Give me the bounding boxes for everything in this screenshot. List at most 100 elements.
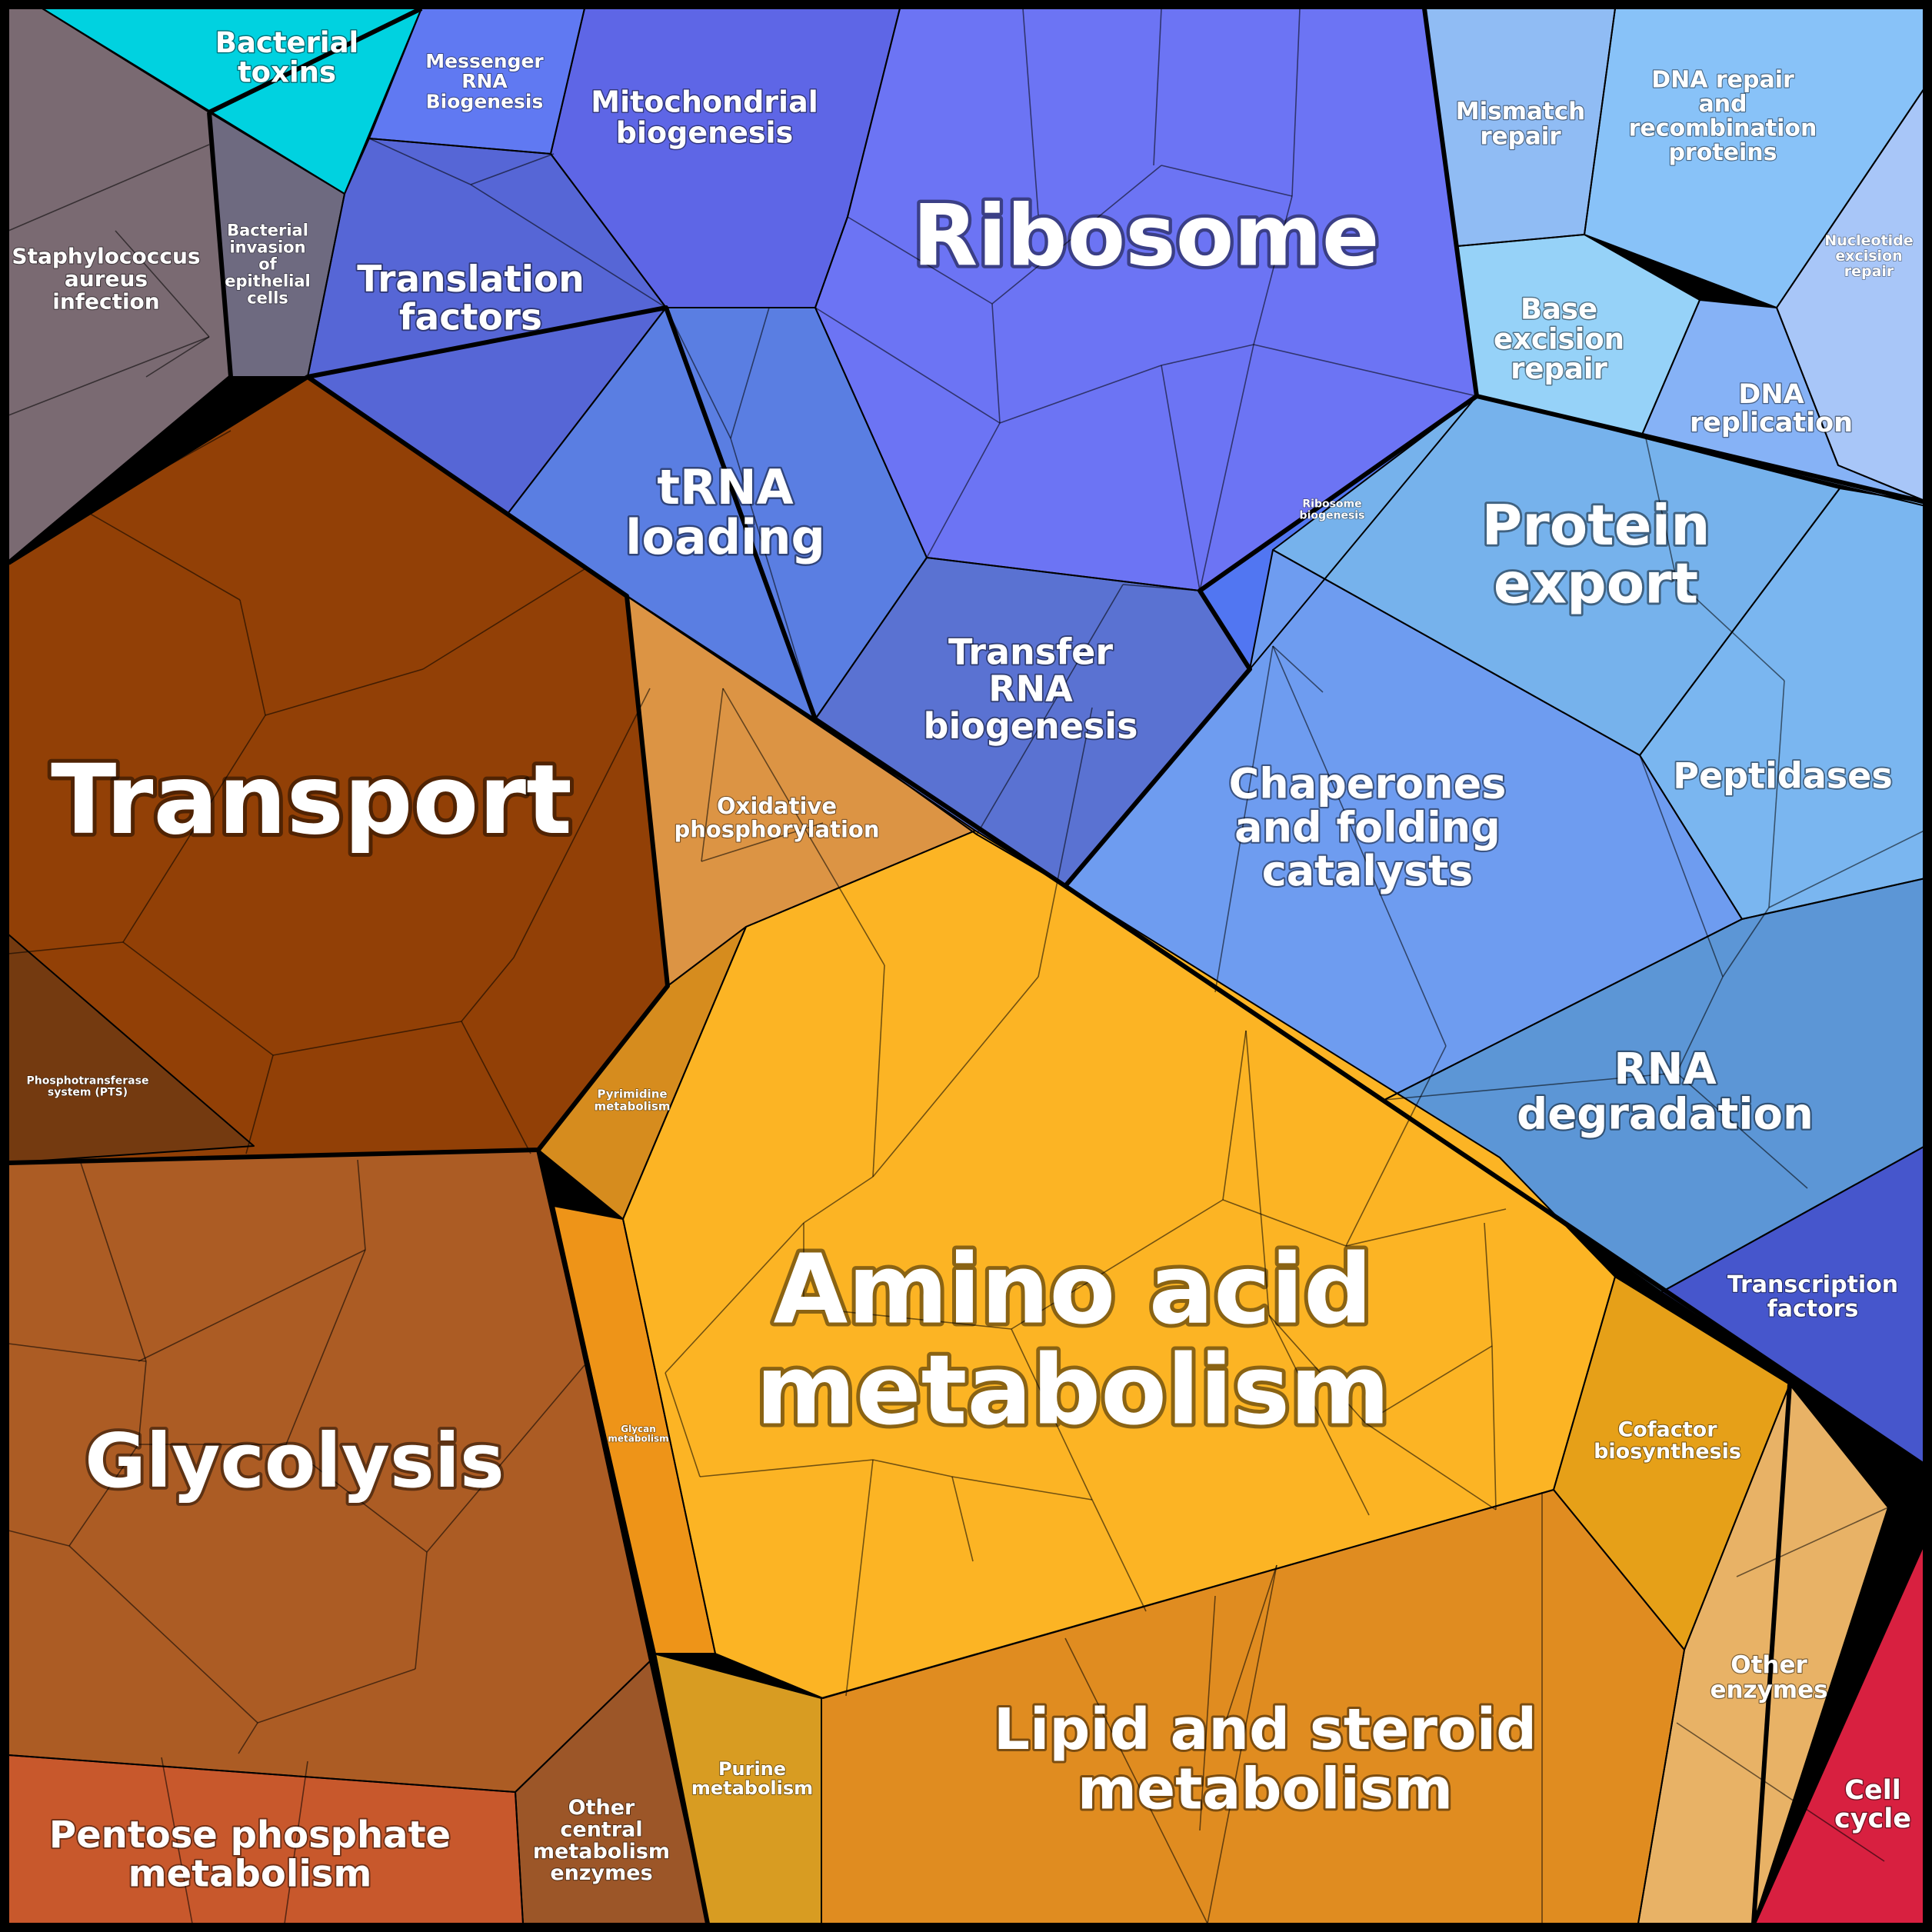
- cell-messenger-rna-biogenesis[interactable]: [369, 8, 585, 154]
- label-line: degradation: [1517, 1090, 1814, 1140]
- label-line: Staphylococcus: [12, 244, 200, 269]
- subcell-divider: [257, 1668, 416, 1724]
- cell-trna-loading[interactable]: [508, 308, 927, 719]
- subcell-divider: [8, 1530, 70, 1547]
- label-line: Lipid and steroid: [994, 1697, 1537, 1763]
- subcell-divider: [1272, 645, 1324, 693]
- cell-ribosome[interactable]: [815, 8, 1477, 591]
- label-line: proteins: [1668, 139, 1777, 166]
- subcell-divider: [1268, 1314, 1370, 1516]
- label-line: export: [1494, 551, 1698, 616]
- label-line: and: [1698, 91, 1747, 118]
- subcell-divider: [1199, 1595, 1216, 1831]
- label-line: Bacterial: [227, 221, 308, 239]
- subcell-divider: [722, 688, 885, 966]
- cell-transfer-rna-biogenesis[interactable]: [815, 558, 1250, 886]
- label-line: central: [560, 1818, 642, 1842]
- cell-mismatch-repair[interactable]: [1424, 8, 1615, 246]
- label-line: DNA: [1738, 379, 1804, 410]
- cell-lipid-and-steroid-metabolism[interactable]: [821, 1490, 1684, 1924]
- subcell-divider: [1245, 1030, 1270, 1316]
- label-ribosome-biogenesis: Ribosome biogenesis: [1300, 498, 1365, 522]
- subcell-divider: [1768, 826, 1932, 908]
- subcell-divider: [1676, 580, 1785, 681]
- subcell-divider: [1676, 1722, 1885, 1862]
- subcell-divider: [1345, 1045, 1447, 1247]
- label-line: epithelial: [225, 272, 310, 291]
- label-line: Transport: [51, 744, 572, 856]
- cell-cofactor-biosynthesis[interactable]: [1554, 1277, 1790, 1650]
- label-line: Pentose phosphate: [49, 1814, 451, 1857]
- label-line: RNA: [461, 70, 508, 92]
- subcell-divider: [847, 216, 993, 305]
- label-line: excision: [1835, 248, 1902, 265]
- cell-other-enzymes[interactable]: [1638, 1384, 1888, 1924]
- label-line: Oxidative: [717, 793, 837, 819]
- label-line: enzymes: [550, 1861, 652, 1885]
- cell-oxidative-phosphorylation[interactable]: [627, 596, 975, 986]
- cell-staphylococcus-aureus-infection[interactable]: [8, 8, 231, 563]
- subcell-divider: [145, 336, 210, 378]
- label-line: metabolism: [595, 1099, 671, 1113]
- cell-glycolysis[interactable]: [8, 1150, 650, 1792]
- label-purine-metabolism: Purine metabolism: [691, 1758, 813, 1799]
- subcell-divider: [1214, 645, 1274, 993]
- subcell-divider: [730, 307, 770, 439]
- subcell-divider: [665, 307, 731, 439]
- label-line: metabolism: [691, 1777, 813, 1799]
- cell-pyrimidine-metabolism[interactable]: [538, 927, 746, 1219]
- label-line: metabolism: [756, 1335, 1391, 1447]
- subcell-divider: [461, 1021, 531, 1154]
- label-bacterial-toxins: Bacterial toxins: [215, 26, 358, 89]
- cell-transcription-factors[interactable]: [1661, 1142, 1932, 1471]
- subcell-divider: [803, 1176, 874, 1224]
- label-line: Peptidases: [1673, 755, 1893, 797]
- subcell-divider: [272, 1021, 462, 1056]
- label-line: cycle: [1834, 1804, 1911, 1834]
- label-line: system (PTS): [48, 1086, 128, 1098]
- cell-base-excision-repair[interactable]: [1457, 235, 1700, 435]
- subcell-divider: [1345, 1208, 1507, 1247]
- subcell-divider: [1161, 165, 1293, 197]
- label-line: Mismatch: [1456, 98, 1585, 125]
- label-line: excision: [1494, 322, 1624, 355]
- subcell-divider: [1199, 344, 1254, 591]
- cell-nucleotide-excision-repair[interactable]: [1777, 77, 1932, 504]
- label-line: Transfer: [948, 631, 1113, 672]
- label-mitochondrial-biogenesis: Mitochondrial biogenesis: [591, 85, 818, 150]
- subcell-divider: [245, 1054, 274, 1154]
- cell-dna-replication[interactable]: [1642, 300, 1932, 508]
- subcell-divider: [1253, 195, 1293, 345]
- subcell-divider: [1676, 976, 1724, 1074]
- subcell-divider: [1268, 1314, 1366, 1424]
- subcell-divider: [730, 438, 816, 720]
- cell-translation-factors[interactable]: [308, 138, 666, 514]
- cell-other-central-metabolism-enzymes[interactable]: [515, 1661, 708, 1924]
- cell-transport[interactable]: [8, 377, 668, 1163]
- label-line: Messenger: [425, 50, 544, 72]
- label-line: Other: [568, 1796, 635, 1820]
- cell-pentose-phosphate-metabolism[interactable]: [8, 1755, 523, 1924]
- subcell-divider: [1011, 1328, 1093, 1501]
- cell-protein-export[interactable]: [1273, 396, 1840, 755]
- subcell-divider: [285, 1444, 428, 1553]
- subcell-divider: [665, 1372, 701, 1477]
- subcell-divider: [513, 688, 651, 958]
- label-line: Glycolysis: [85, 1417, 504, 1504]
- label-mismatch-repair: Mismatch repair: [1456, 98, 1585, 151]
- subcell-divider: [1153, 8, 1162, 166]
- cell-dna-repair-and-recombination-proteins[interactable]: [1584, 8, 1932, 308]
- cell-peptidases[interactable]: [1640, 488, 1932, 919]
- subcell-divider: [951, 1476, 1093, 1501]
- subcell-divider: [1364, 1422, 1497, 1511]
- cell-mitochondrial-biogenesis[interactable]: [551, 8, 900, 308]
- group-boundary: [7, 112, 233, 565]
- cell-glycan-metabolism[interactable]: [554, 1206, 715, 1654]
- label-ribosome: Ribosome: [913, 187, 1380, 285]
- label-chaperones-and-folding-catalysts: Chaperones and folding catalysts: [1229, 760, 1507, 895]
- cell-phosphotransferase-system-pts[interactable]: [8, 934, 254, 1163]
- label-line: Glycan: [621, 1424, 656, 1434]
- subcell-divider: [1676, 1072, 1808, 1189]
- cell-bacterial-invasion-of-epithelial-cells[interactable]: [209, 112, 345, 377]
